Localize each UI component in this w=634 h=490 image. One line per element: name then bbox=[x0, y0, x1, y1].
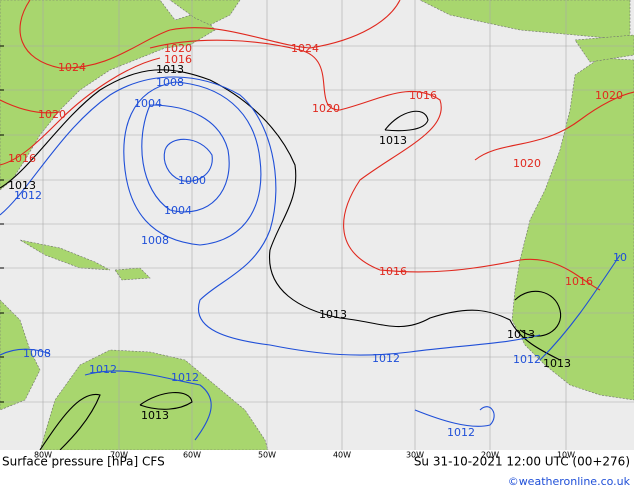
isobar-black bbox=[0, 69, 561, 361]
central-america bbox=[0, 299, 41, 411]
iberia bbox=[574, 34, 634, 63]
isobar-label: 1020 bbox=[38, 108, 66, 121]
hispaniola bbox=[114, 267, 151, 281]
isobar-red bbox=[0, 99, 61, 114]
isobar-blue bbox=[539, 254, 621, 361]
valid-time: Su 31-10-2021 12:00 UTC (00+276) bbox=[414, 455, 630, 469]
longitude-label: 80W bbox=[34, 451, 52, 460]
isobar-label: 1004 bbox=[164, 204, 192, 217]
land bbox=[0, 0, 634, 451]
isobar-red bbox=[19, 0, 401, 69]
isobar-label: 1013 bbox=[319, 308, 347, 321]
longitude-label: 40W bbox=[333, 451, 351, 460]
isobar-label: 1016 bbox=[8, 152, 36, 165]
isobar-label: 1013 bbox=[379, 134, 407, 147]
longitude-label: 10W bbox=[557, 451, 575, 460]
credit: ©weatheronline.co.uk bbox=[508, 475, 631, 488]
isobar-label: 1016 bbox=[565, 275, 593, 288]
isobar-black bbox=[384, 110, 429, 132]
isobar-blue bbox=[163, 138, 213, 182]
isobar-blue bbox=[141, 104, 230, 213]
isobar-blue bbox=[123, 81, 262, 246]
isobar-label: 1020 bbox=[595, 89, 623, 102]
isobar-label: 1020 bbox=[513, 157, 541, 170]
isobar-blue bbox=[0, 348, 51, 356]
isobar-label: 1016 bbox=[409, 89, 437, 102]
cuba bbox=[19, 239, 111, 271]
isobar-label: 1013 bbox=[156, 63, 184, 76]
south-america bbox=[39, 349, 269, 451]
isobar-label: 1012 bbox=[171, 371, 199, 384]
isobar-red bbox=[149, 39, 601, 291]
isobar-label: 1020 bbox=[312, 102, 340, 115]
isobar-label: 1016 bbox=[164, 53, 192, 66]
footer bbox=[0, 450, 634, 490]
longitude-label: 70W bbox=[110, 451, 128, 460]
isobar-label: 1004 bbox=[134, 97, 162, 110]
isobar-label: 1012 bbox=[14, 189, 42, 202]
isobar-label: 1008 bbox=[156, 76, 184, 89]
isobar-label: 1008 bbox=[141, 234, 169, 247]
isobar-labels: 1020101610241024102010161020101610201020… bbox=[8, 42, 627, 439]
isobar-red bbox=[0, 57, 161, 166]
graticule bbox=[0, 0, 634, 450]
isobar-red bbox=[474, 91, 634, 161]
longitude-label: 20W bbox=[481, 451, 499, 460]
isobar-label: 1013 bbox=[507, 328, 535, 341]
isobar-label: 1008 bbox=[23, 347, 51, 360]
north-america bbox=[0, 0, 216, 191]
isobar-label: 1013 bbox=[8, 179, 36, 192]
isobar-blue bbox=[84, 370, 212, 441]
longitude-labels: 80W 70W 60W 50W 40W 30W 20W 10W bbox=[34, 451, 575, 460]
isobar-blue bbox=[414, 406, 495, 427]
isobar-label: 1012 bbox=[89, 363, 117, 376]
isobar-label: 1013 bbox=[141, 409, 169, 422]
isobar-label: 1012 bbox=[513, 353, 541, 366]
isobar-label: 1020 bbox=[164, 42, 192, 55]
canada-east bbox=[169, 0, 241, 26]
longitude-label: 30W bbox=[406, 451, 424, 460]
isobar-label: 1024 bbox=[58, 61, 86, 74]
isobars bbox=[0, 0, 634, 451]
longitude-label: 60W bbox=[183, 451, 201, 460]
africa bbox=[511, 57, 634, 401]
isobar-label: 1012 bbox=[447, 426, 475, 439]
longitude-label: 50W bbox=[258, 451, 276, 460]
isobar-label: 1000 bbox=[178, 174, 206, 187]
isobar-black bbox=[39, 393, 101, 451]
isobar-label: 1024 bbox=[291, 42, 319, 55]
greenland-tip bbox=[419, 0, 631, 41]
isobar-black bbox=[139, 392, 193, 410]
isobar-label: 1016 bbox=[379, 265, 407, 278]
map-title: Surface pressure [hPa] CFS bbox=[2, 455, 165, 469]
isobar-label: 10 bbox=[613, 251, 627, 264]
isobar-blue bbox=[0, 76, 541, 356]
isobar-label: 1013 bbox=[543, 357, 571, 370]
isobar-label: 1012 bbox=[372, 352, 400, 365]
